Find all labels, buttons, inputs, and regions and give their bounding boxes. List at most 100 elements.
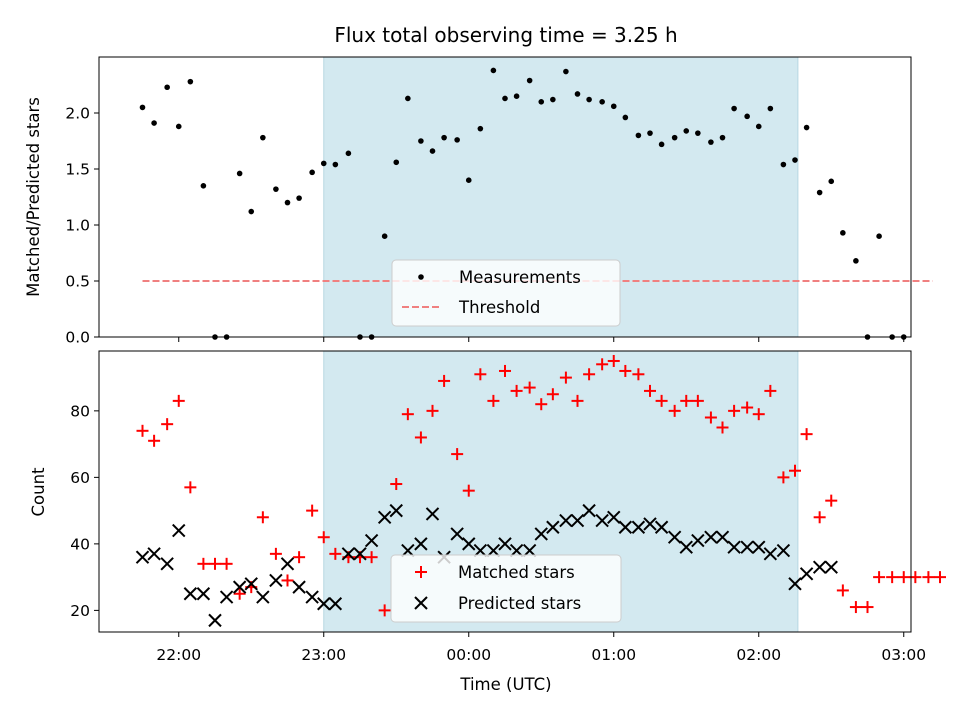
- matched-star-point: [741, 401, 754, 414]
- measurement-point: [418, 138, 424, 144]
- measurement-point: [803, 124, 810, 131]
- measurement-point: [622, 114, 629, 121]
- measurement-point: [526, 77, 533, 84]
- measurement-point: [647, 130, 653, 136]
- bottom-panel-y-ticks: 20 40 60 80: [70, 402, 99, 620]
- measurement-point: [248, 208, 255, 215]
- matched-star-point: [317, 531, 330, 544]
- matched-star-point: [487, 394, 500, 407]
- measurement-point: [284, 199, 291, 206]
- matched-star-point: [474, 368, 487, 381]
- predicted-star-point: [643, 517, 657, 531]
- matched-star-point: [668, 404, 681, 417]
- y-tick-label: 80: [70, 402, 90, 420]
- matched-star-point: [136, 424, 149, 437]
- measurement-point: [780, 161, 787, 168]
- top-panel-y-ticks: 0.0 0.5 1.0 1.5 2.0: [65, 105, 99, 347]
- measurement-point: [332, 161, 339, 168]
- predicted-star-point: [570, 513, 585, 528]
- measurement-point: [441, 134, 447, 141]
- legend-matched-marker: [415, 566, 427, 578]
- matched-star-point: [619, 364, 632, 377]
- matched-star-point: [680, 394, 693, 407]
- predicted-star-point: [582, 503, 596, 518]
- matched-star-point: [559, 371, 572, 384]
- predicted-star-point: [353, 547, 367, 561]
- predicted-star-point: [788, 577, 802, 591]
- measurement-point: [563, 68, 569, 75]
- measurement-point: [273, 186, 279, 192]
- predicted-star-point: [618, 520, 633, 534]
- matched-star-point: [414, 431, 427, 444]
- measurement-point: [719, 134, 726, 141]
- predicted-star-point: [691, 533, 705, 548]
- measurement-point: [187, 78, 194, 85]
- measurement-point: [755, 123, 762, 130]
- predicted-star-point: [450, 527, 464, 541]
- predicted-star-point: [704, 530, 718, 544]
- measurement-point: [393, 159, 400, 166]
- legend-measurements-marker: [418, 274, 424, 280]
- matched-star-point: [220, 557, 233, 570]
- measurement-point: [610, 103, 617, 110]
- measurement-point: [816, 189, 823, 196]
- matched-star-point: [378, 604, 391, 617]
- matched-star-point: [752, 408, 765, 421]
- measurement-point: [296, 195, 302, 201]
- matched-star-point: [329, 547, 342, 560]
- predicted-star-point: [776, 543, 791, 558]
- predicted-star-point: [135, 550, 150, 564]
- measurement-point: [876, 233, 882, 239]
- bottom-legend-box: [390, 554, 622, 623]
- y-tick-label: 2.0: [65, 105, 90, 123]
- measurement-point: [828, 178, 835, 185]
- matched-star-point: [922, 571, 935, 584]
- matched-star-point: [293, 551, 306, 564]
- bottom-panel-x-ticks: 22:00 23:00 00:00 01:00 02:00 03:00: [156, 632, 926, 664]
- predicted-star-point: [534, 527, 548, 541]
- matched-star-point: [655, 394, 668, 407]
- predicted-star-point: [715, 530, 730, 544]
- bottom-panel-y-label: Count: [29, 467, 48, 517]
- measurement-point: [477, 125, 484, 132]
- x-tick-label: 00:00: [446, 646, 491, 664]
- measurement-point: [381, 233, 388, 239]
- predicted-star-point: [812, 560, 827, 574]
- predicted-star-point: [328, 597, 343, 611]
- legend-matched-label: Matched stars: [458, 563, 575, 582]
- predicted-star-point: [631, 520, 646, 534]
- predicted-star-point: [172, 523, 186, 538]
- legend-predicted-marker: [414, 596, 428, 610]
- matched-star-point: [836, 584, 849, 597]
- measurement-point: [465, 177, 472, 183]
- matched-star-point: [607, 354, 620, 367]
- predicted-star-point: [292, 580, 306, 594]
- predicted-star-point: [679, 540, 693, 554]
- predicted-star-point: [462, 537, 476, 551]
- matched-star-point: [306, 504, 319, 517]
- matched-star-point: [583, 368, 596, 381]
- predicted-star-point: [208, 613, 222, 628]
- matched-star-point: [184, 481, 197, 494]
- matched-star-point: [596, 358, 609, 371]
- measurement-point: [744, 113, 750, 120]
- top-panel-frame: [98, 56, 912, 338]
- top-legend-box: [391, 259, 621, 327]
- matched-star-point: [209, 557, 221, 570]
- predicted-star-point: [824, 560, 838, 574]
- predicted-star-point: [280, 557, 295, 571]
- predicted-star-point: [799, 567, 814, 581]
- matched-star-point: [546, 388, 559, 401]
- legend-predicted-label: Predicted stars: [458, 594, 581, 613]
- predicted-star-point: [317, 597, 331, 611]
- predicted-star-point: [546, 520, 560, 534]
- matched-star-point: [426, 404, 439, 417]
- predicted-star-point: [244, 577, 258, 591]
- matched-star-point: [873, 571, 886, 584]
- matched-star-point: [886, 571, 899, 584]
- measurement-point: [454, 137, 460, 143]
- matched-star-point: [401, 408, 414, 421]
- bottom-panel-legend: Matched stars Predicted stars: [390, 554, 622, 623]
- predicted-star-point: [341, 547, 356, 561]
- predicted-star-point: [498, 537, 512, 551]
